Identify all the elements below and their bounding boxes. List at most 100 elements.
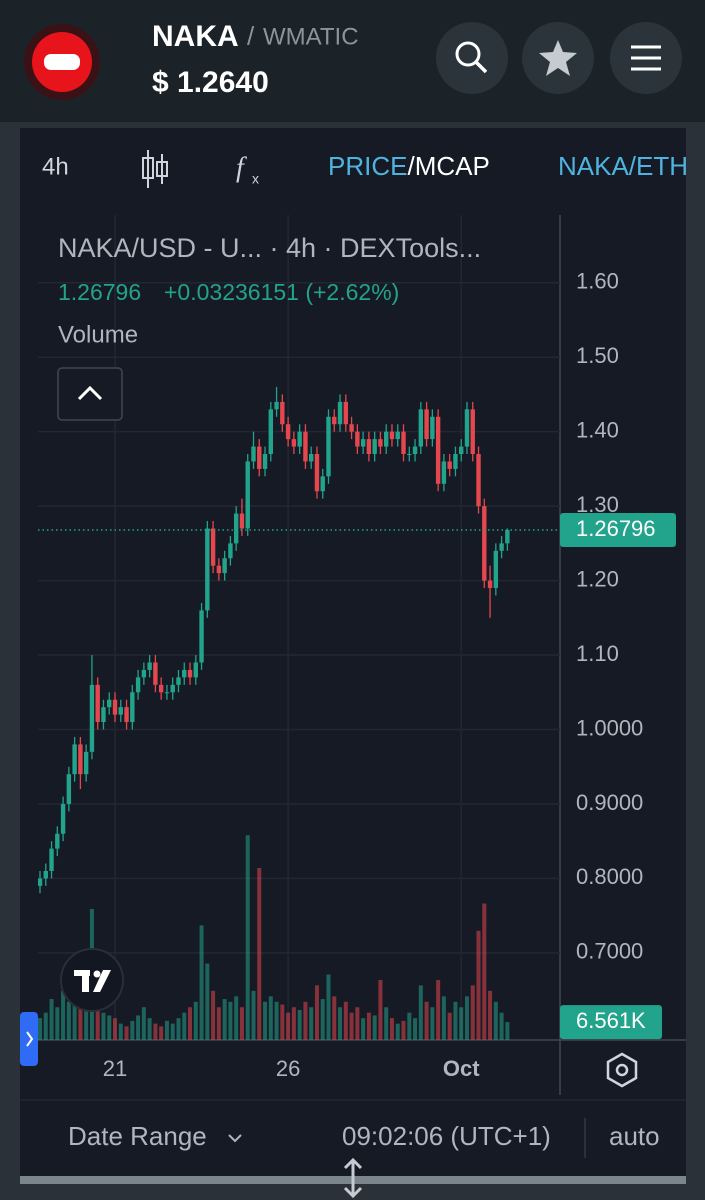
volume-bar bbox=[193, 1001, 198, 1040]
volume-bar bbox=[343, 1001, 348, 1040]
candle-body bbox=[228, 543, 233, 559]
candle-body bbox=[216, 565, 222, 574]
indicators-button[interactable]: f bbox=[236, 152, 247, 183]
candle-body bbox=[366, 439, 372, 455]
volume-bar bbox=[430, 1007, 435, 1040]
resize-handle[interactable] bbox=[343, 1157, 363, 1199]
last-price-label: 1.26796 bbox=[576, 516, 656, 541]
volume-bar bbox=[199, 925, 204, 1040]
volume-bar bbox=[407, 1012, 412, 1040]
volume-bar bbox=[453, 1001, 458, 1040]
candle-body bbox=[314, 454, 320, 492]
candle-body bbox=[320, 476, 325, 492]
volume-bar bbox=[332, 996, 337, 1040]
candle-body bbox=[326, 416, 331, 477]
volume-bar bbox=[389, 1018, 394, 1040]
plot-area bbox=[38, 386, 510, 1040]
candle-body bbox=[55, 833, 60, 849]
candle-body bbox=[153, 662, 158, 685]
candle-body bbox=[372, 439, 377, 455]
volume-bar bbox=[303, 1001, 308, 1040]
volume-bar bbox=[309, 1007, 314, 1040]
volume-bar bbox=[239, 1007, 244, 1040]
volume-bar bbox=[349, 1012, 354, 1040]
candle-body bbox=[38, 878, 43, 886]
volume-bar bbox=[320, 999, 325, 1040]
mcap-option[interactable]: MCAP bbox=[415, 151, 490, 181]
candle-body bbox=[424, 409, 429, 440]
volume-bar bbox=[38, 1018, 42, 1040]
volume-bar bbox=[118, 1023, 123, 1040]
volume-bar bbox=[366, 1012, 371, 1040]
volume-bar bbox=[355, 1007, 360, 1040]
y-tick-label: 0.9000 bbox=[576, 790, 643, 815]
candle-body bbox=[493, 550, 499, 589]
candle-body bbox=[389, 431, 395, 440]
candle-body bbox=[459, 446, 464, 455]
date-range-chevron bbox=[228, 1134, 242, 1143]
indicators-button-x: x bbox=[252, 171, 259, 187]
volume-bar bbox=[413, 1018, 418, 1040]
candle-body bbox=[158, 684, 164, 693]
favorite-button[interactable] bbox=[522, 22, 594, 94]
volume-bar bbox=[55, 1007, 60, 1040]
volume-bar bbox=[153, 1023, 158, 1040]
volume-bar bbox=[482, 903, 487, 1040]
candle-body bbox=[401, 431, 406, 455]
volume-bar bbox=[401, 1020, 406, 1040]
collapse-legend-button[interactable] bbox=[57, 367, 123, 421]
volume-bar bbox=[222, 999, 227, 1040]
candle-body bbox=[239, 513, 245, 529]
volume-bar bbox=[234, 996, 239, 1040]
volume-bar bbox=[188, 1007, 193, 1040]
candle-body bbox=[395, 431, 400, 440]
scale-mode-button[interactable]: auto bbox=[609, 1121, 660, 1151]
axis-settings-button[interactable] bbox=[606, 1052, 638, 1088]
price-option[interactable]: PRICE bbox=[328, 151, 407, 181]
volume-bar bbox=[113, 1018, 118, 1040]
candle-body bbox=[453, 454, 458, 469]
volume-bar bbox=[384, 1007, 389, 1040]
volume-bar bbox=[107, 1015, 112, 1040]
candle-body bbox=[205, 528, 210, 611]
candle-body bbox=[233, 513, 239, 544]
volume-bar bbox=[488, 990, 493, 1040]
search-button[interactable] bbox=[436, 22, 508, 94]
candle-body bbox=[193, 662, 198, 678]
volume-bar bbox=[84, 1007, 89, 1040]
header-bar bbox=[0, 0, 705, 122]
volume-bar bbox=[291, 1007, 296, 1040]
volume-bar bbox=[78, 996, 83, 1040]
candle-body bbox=[72, 744, 77, 775]
pair-switch[interactable]: NAKA/ETH bbox=[558, 151, 688, 181]
candle-type-button[interactable] bbox=[142, 150, 168, 188]
menu-button[interactable] bbox=[610, 22, 682, 94]
volume-bar bbox=[361, 1018, 366, 1040]
volume-bar bbox=[314, 985, 319, 1040]
candle-body bbox=[384, 431, 389, 447]
candle-body bbox=[355, 431, 360, 447]
volume-bar bbox=[95, 996, 100, 1040]
candle-body bbox=[464, 409, 470, 447]
volume-bar bbox=[436, 979, 441, 1040]
candle-body bbox=[251, 446, 256, 462]
candle-body bbox=[332, 416, 337, 425]
candle-body bbox=[130, 692, 135, 723]
clock: 09:02:06 (UTC+1) bbox=[342, 1121, 551, 1151]
volume-bar bbox=[297, 1009, 302, 1040]
y-tick-label: 1.50 bbox=[576, 343, 619, 368]
candle-body bbox=[164, 692, 170, 694]
candle-body bbox=[303, 431, 308, 462]
price-mcap-toggle[interactable]: PRICE/MCAP bbox=[328, 151, 490, 181]
candle-body bbox=[349, 424, 354, 432]
tradingview-logo[interactable] bbox=[60, 948, 124, 1012]
volume-bar bbox=[476, 930, 481, 1040]
interval-button[interactable]: 4h bbox=[42, 153, 69, 180]
volume-bar bbox=[101, 1012, 106, 1040]
candle-body bbox=[147, 662, 152, 670]
drawer-tab[interactable] bbox=[20, 1012, 38, 1066]
date-range-button[interactable]: Date Range bbox=[68, 1121, 207, 1151]
candle-body bbox=[337, 401, 343, 425]
price: $ 1.2640 bbox=[152, 66, 269, 99]
